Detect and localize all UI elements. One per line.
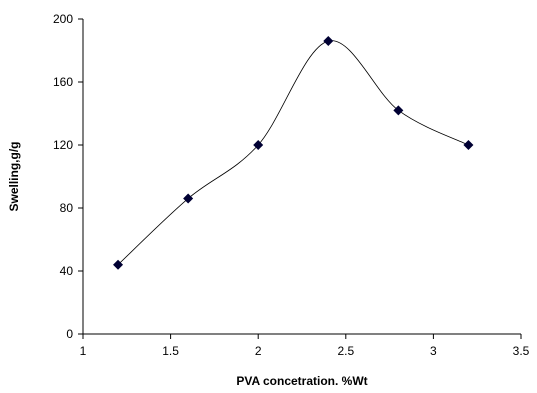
y-tick-label: 80 <box>60 201 74 215</box>
plot-area: 1 1.5 2 2.5 3 3.5 0 40 80 120 160 200 <box>53 12 530 358</box>
data-point-marker <box>253 140 264 150</box>
x-tick-label: 2 <box>255 344 262 358</box>
x-axis-ticks: 1 1.5 2 2.5 3 3.5 <box>80 334 530 358</box>
x-tick-label: 1.5 <box>162 344 179 358</box>
x-tick-label: 3.5 <box>513 344 530 358</box>
x-tick-label: 1 <box>80 344 87 358</box>
y-axis-ticks: 0 40 80 120 160 200 <box>53 12 83 341</box>
data-point-marker <box>393 105 404 116</box>
x-axis-title: PVA concetration. %Wt <box>236 374 367 388</box>
y-axis-title: Swelling,g/g <box>7 141 21 211</box>
data-markers <box>113 36 474 270</box>
x-tick-label: 3 <box>430 344 437 358</box>
y-tick-label: 40 <box>60 264 74 278</box>
y-tick-label: 120 <box>53 138 73 152</box>
data-point-marker <box>323 36 334 47</box>
y-tick-label: 160 <box>53 75 73 89</box>
data-point-marker <box>183 193 194 204</box>
y-tick-label: 200 <box>53 12 73 26</box>
y-tick-label: 0 <box>66 327 73 341</box>
series-line <box>117 40 469 265</box>
data-point-marker <box>463 140 474 150</box>
x-tick-label: 2.5 <box>337 344 354 358</box>
data-point-marker <box>113 259 124 270</box>
